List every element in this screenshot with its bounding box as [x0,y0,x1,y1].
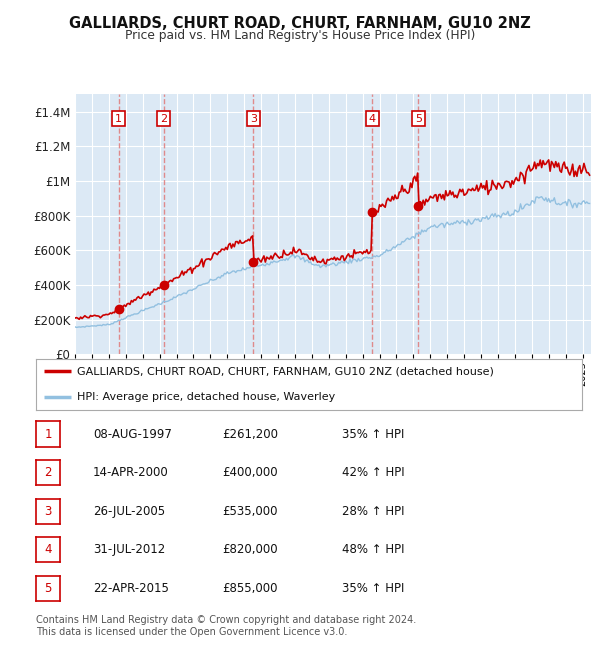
Text: GALLIARDS, CHURT ROAD, CHURT, FARNHAM, GU10 2NZ: GALLIARDS, CHURT ROAD, CHURT, FARNHAM, G… [69,16,531,31]
Text: £535,000: £535,000 [222,504,277,517]
Text: £820,000: £820,000 [222,543,278,556]
Text: 48% ↑ HPI: 48% ↑ HPI [342,543,404,556]
Text: Price paid vs. HM Land Registry's House Price Index (HPI): Price paid vs. HM Land Registry's House … [125,29,475,42]
Text: 3: 3 [44,504,52,517]
Text: 3: 3 [250,114,257,124]
Text: 42% ↑ HPI: 42% ↑ HPI [342,466,404,479]
Text: 1: 1 [44,428,52,441]
Text: £400,000: £400,000 [222,466,278,479]
Text: 1: 1 [115,114,122,124]
Text: 4: 4 [369,114,376,124]
Text: 28% ↑ HPI: 28% ↑ HPI [342,504,404,517]
Text: 5: 5 [415,114,422,124]
Text: Contains HM Land Registry data © Crown copyright and database right 2024.: Contains HM Land Registry data © Crown c… [36,616,416,625]
Text: 31-JUL-2012: 31-JUL-2012 [93,543,165,556]
Text: 2: 2 [160,114,167,124]
Text: 35% ↑ HPI: 35% ↑ HPI [342,428,404,441]
Text: 14-APR-2000: 14-APR-2000 [93,466,169,479]
Text: 26-JUL-2005: 26-JUL-2005 [93,504,165,517]
Text: £855,000: £855,000 [222,582,277,595]
Text: £261,200: £261,200 [222,428,278,441]
Text: HPI: Average price, detached house, Waverley: HPI: Average price, detached house, Wave… [77,392,335,402]
Text: 08-AUG-1997: 08-AUG-1997 [93,428,172,441]
Text: 4: 4 [44,543,52,556]
Text: This data is licensed under the Open Government Licence v3.0.: This data is licensed under the Open Gov… [36,627,347,637]
Text: 22-APR-2015: 22-APR-2015 [93,582,169,595]
Text: 35% ↑ HPI: 35% ↑ HPI [342,582,404,595]
Text: 2: 2 [44,466,52,479]
Text: GALLIARDS, CHURT ROAD, CHURT, FARNHAM, GU10 2NZ (detached house): GALLIARDS, CHURT ROAD, CHURT, FARNHAM, G… [77,367,494,376]
Text: 5: 5 [44,582,52,595]
